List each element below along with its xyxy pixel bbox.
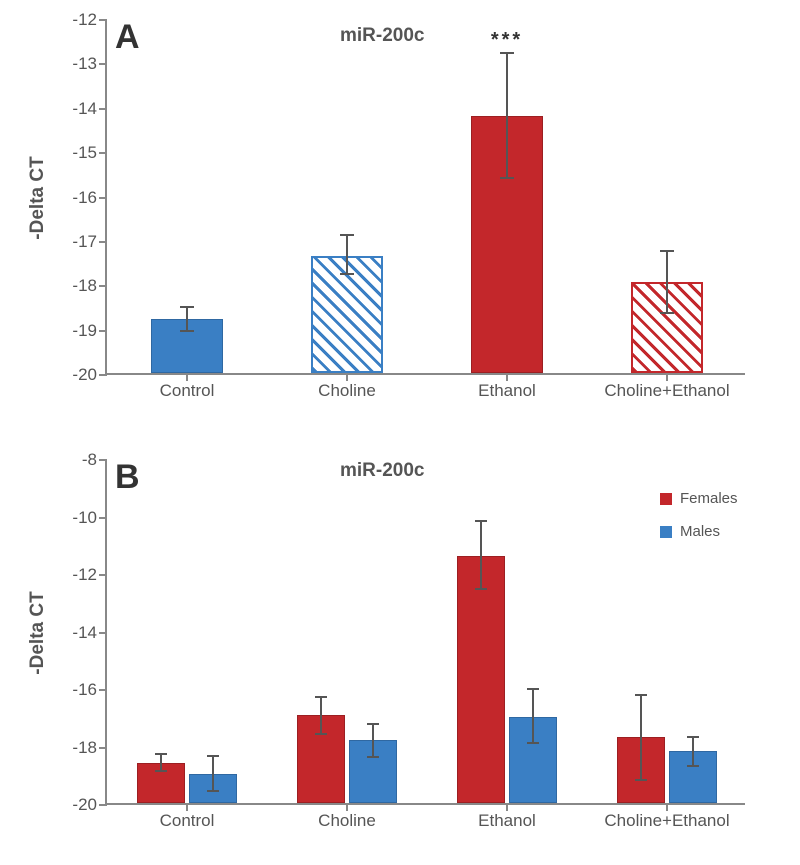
y-tick-label: -14 xyxy=(72,99,107,119)
bar-choline-males xyxy=(349,458,397,803)
bar-control xyxy=(151,18,223,373)
y-tick-label: -10 xyxy=(72,508,107,528)
bar-ethanol-males xyxy=(509,458,557,803)
figure: A miR-200c -Delta CT -20-19-18-17-16-15-… xyxy=(0,0,800,865)
legend-swatch-males xyxy=(660,526,672,538)
bar-ethanol: *** xyxy=(471,18,543,373)
y-tick-label: -17 xyxy=(72,232,107,252)
y-tick-label: -18 xyxy=(72,738,107,758)
y-tick-label: -12 xyxy=(72,565,107,585)
bar-control-females xyxy=(137,458,185,803)
x-tick-label: Choline+Ethanol xyxy=(604,373,729,401)
y-tick-label: -16 xyxy=(72,188,107,208)
x-tick-label: Choline+Ethanol xyxy=(604,803,729,831)
y-tick-label: -18 xyxy=(72,276,107,296)
bar-choline xyxy=(311,18,383,373)
legend-B: Females Males xyxy=(660,490,738,556)
x-tick-label: Control xyxy=(160,803,215,831)
bar-ethanol-females xyxy=(457,458,505,803)
legend-swatch-females xyxy=(660,493,672,505)
significance-marker: *** xyxy=(491,29,523,52)
y-tick-label: -13 xyxy=(72,54,107,74)
y-tick-label: -20 xyxy=(72,365,107,385)
bar-choline-ethanol-females xyxy=(617,458,665,803)
y-axis-label-A: -Delta CT xyxy=(27,156,49,239)
plot-area-B: -20-18-16-14-12-10-8ControlCholineEthano… xyxy=(105,460,745,805)
y-tick-label: -20 xyxy=(72,795,107,815)
bar-choline-females xyxy=(297,458,345,803)
x-tick-label: Choline xyxy=(318,803,376,831)
x-tick-label: Choline xyxy=(318,373,376,401)
x-tick-label: Ethanol xyxy=(478,803,536,831)
x-tick-label: Control xyxy=(160,373,215,401)
y-tick-label: -12 xyxy=(72,10,107,30)
y-tick-label: -19 xyxy=(72,321,107,341)
plot-area-A: -20-19-18-17-16-15-14-13-12ControlCholin… xyxy=(105,20,745,375)
y-tick-label: -16 xyxy=(72,680,107,700)
y-tick-label: -15 xyxy=(72,143,107,163)
legend-label-females: Females xyxy=(680,490,738,507)
bar-control-males xyxy=(189,458,237,803)
y-axis-label-B: -Delta CT xyxy=(27,591,49,674)
legend-item-males: Males xyxy=(660,523,738,540)
y-tick-label: -14 xyxy=(72,623,107,643)
x-tick-label: Ethanol xyxy=(478,373,536,401)
legend-label-males: Males xyxy=(680,523,720,540)
bar-choline-ethanol xyxy=(631,18,703,373)
y-tick-label: -8 xyxy=(82,450,107,470)
legend-item-females: Females xyxy=(660,490,738,507)
